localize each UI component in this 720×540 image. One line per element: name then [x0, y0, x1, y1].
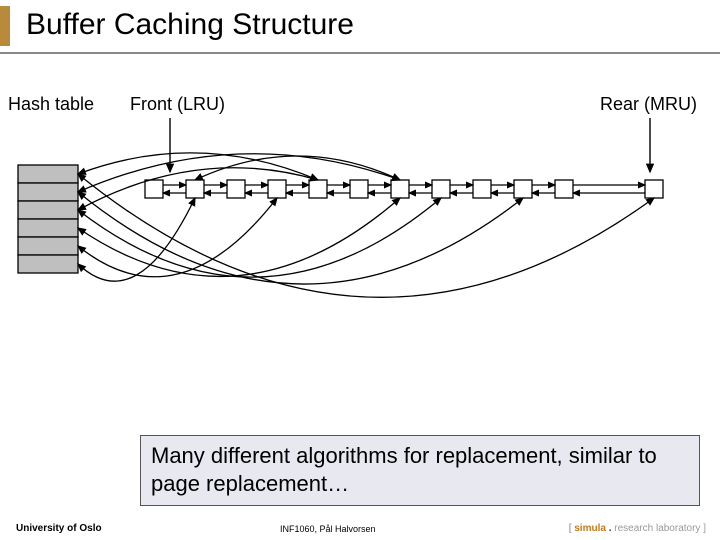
title-bar: Buffer Caching Structure	[0, 0, 720, 54]
footer-right: [ simula . research laboratory ]	[569, 523, 706, 534]
footer-left: University of Oslo	[16, 523, 102, 534]
buffer-cache-diagram: Hash table Front (LRU) Rear (MRU)	[0, 80, 720, 430]
slide-title: Buffer Caching Structure	[26, 8, 354, 42]
svg-text:Hash table: Hash table	[8, 94, 94, 114]
svg-text:Front (LRU): Front (LRU)	[130, 94, 225, 114]
footer-center: INF1060, Pål Halvorsen	[280, 524, 376, 534]
svg-text:Rear (MRU): Rear (MRU)	[600, 94, 697, 114]
simula-word: simula	[574, 523, 606, 534]
callout-text: Many different algorithms for replacemen…	[151, 443, 657, 496]
title-accent	[0, 6, 10, 46]
simula-rest: research laboratory ]	[614, 523, 706, 534]
callout-box: Many different algorithms for replacemen…	[140, 435, 700, 506]
